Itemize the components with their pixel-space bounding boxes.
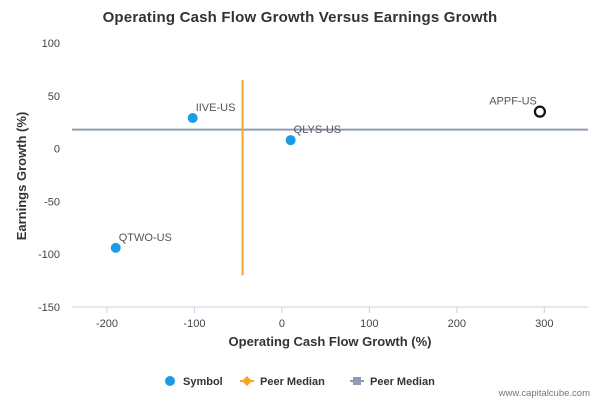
legend-marker bbox=[165, 376, 175, 386]
legend-marker bbox=[353, 377, 361, 385]
x-tick-label: 0 bbox=[279, 318, 285, 330]
y-tick-label: 100 bbox=[42, 38, 60, 50]
legend: Symbol Peer Median Peer Median bbox=[165, 376, 435, 388]
y-tick-label: -100 bbox=[38, 249, 60, 261]
legend-marker bbox=[242, 376, 252, 386]
data-points: IIVE-US QLYS-US QTWO-US APPF-US bbox=[110, 96, 546, 253]
legend-label: Symbol bbox=[183, 376, 223, 388]
y-tick-label: 50 bbox=[48, 91, 60, 103]
x-tick-label: -100 bbox=[183, 318, 205, 330]
x-tick-label: 300 bbox=[535, 318, 553, 330]
data-point bbox=[110, 242, 121, 253]
legend-item[interactable]: Peer Median bbox=[240, 376, 325, 388]
y-axis-ticks: 100 50 0 -50 -100 -150 bbox=[38, 38, 60, 314]
x-tick-label: 100 bbox=[360, 318, 378, 330]
y-tick-label: 0 bbox=[54, 144, 60, 156]
x-axis-ticks: -200 -100 0 100 200 300 bbox=[96, 307, 553, 330]
y-tick-label: -150 bbox=[38, 302, 60, 314]
data-point bbox=[187, 112, 198, 123]
data-point-label: QTWO-US bbox=[119, 232, 172, 244]
y-axis-label: Earnings Growth (%) bbox=[14, 112, 29, 241]
legend-item[interactable]: Symbol bbox=[165, 376, 223, 388]
x-axis-label: Operating Cash Flow Growth (%) bbox=[229, 334, 432, 349]
data-point-label: QLYS-US bbox=[294, 124, 341, 136]
legend-label: Peer Median bbox=[260, 376, 325, 388]
data-point bbox=[533, 105, 546, 118]
x-tick-label: 200 bbox=[448, 318, 466, 330]
credit-text: www.capitalcube.com bbox=[498, 388, 590, 399]
chart-title: Operating Cash Flow Growth Versus Earnin… bbox=[103, 9, 498, 26]
data-point-label: IIVE-US bbox=[196, 102, 236, 114]
data-point bbox=[285, 135, 296, 146]
data-point-label: APPF-US bbox=[489, 96, 537, 108]
x-tick-label: -200 bbox=[96, 318, 118, 330]
y-tick-label: -50 bbox=[44, 196, 60, 208]
legend-item[interactable]: Peer Median bbox=[350, 376, 435, 388]
legend-label: Peer Median bbox=[370, 376, 435, 388]
